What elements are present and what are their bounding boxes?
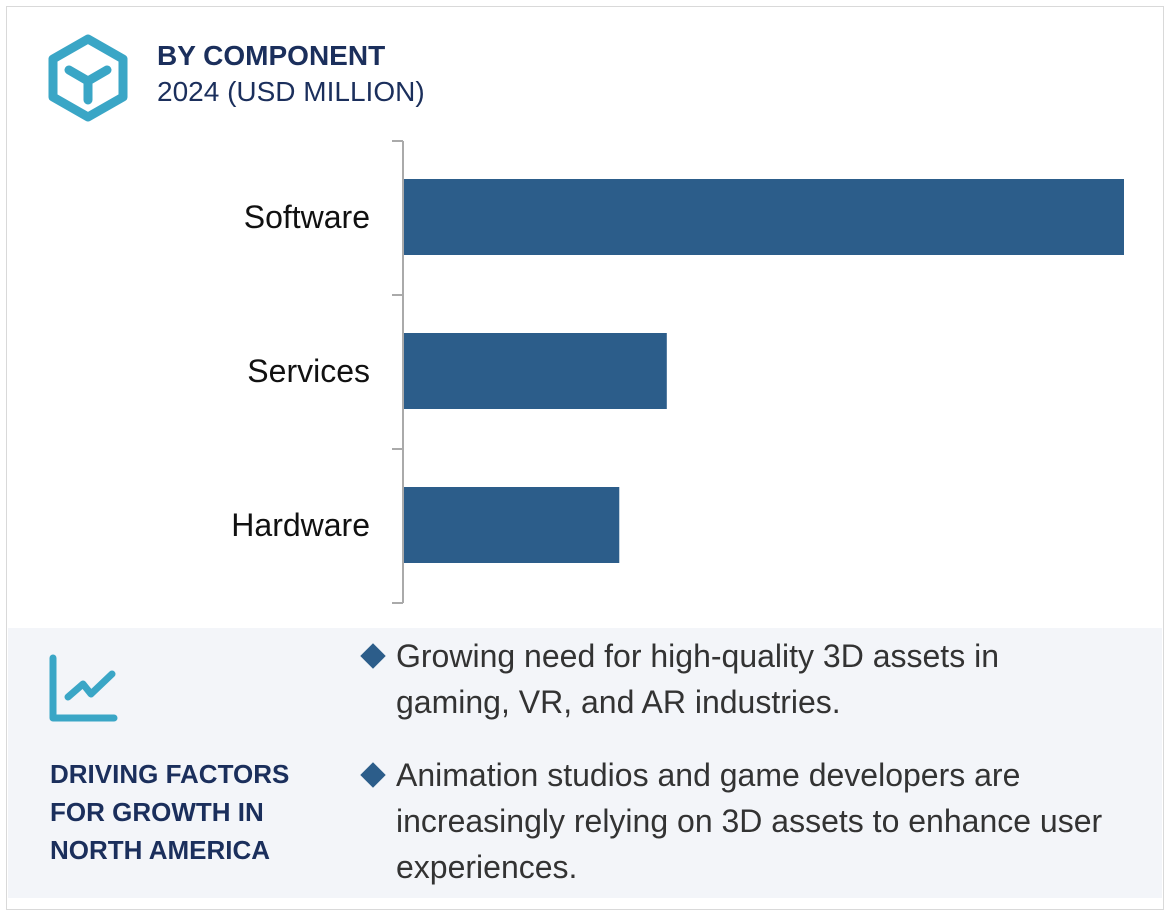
category-label: Services — [247, 353, 370, 389]
factors-heading: DRIVING FACTORS FOR GROWTH IN NORTH AMER… — [50, 759, 290, 865]
chart-title: BY COMPONENT — [157, 40, 386, 71]
bar-software — [404, 179, 1124, 255]
trend-chart-icon — [49, 654, 118, 722]
category-label: Software — [244, 199, 370, 235]
chart-subtitle: 2024 (USD MILLION) — [157, 76, 425, 107]
diamond-bullet-icon — [360, 643, 386, 669]
bar-services — [404, 333, 667, 409]
factor-item: Growing need for high-quality 3D assets … — [360, 633, 1120, 725]
factor-item: Animation studios and game developers ar… — [360, 752, 1120, 890]
bar-hardware — [404, 487, 620, 563]
diamond-bullet-icon — [360, 762, 386, 788]
factors-panel — [8, 628, 1162, 898]
bar-chart: Software Services Hardware — [231, 140, 1124, 604]
cube-icon — [48, 34, 128, 122]
frame — [6, 6, 1164, 910]
category-label: Hardware — [231, 507, 370, 543]
